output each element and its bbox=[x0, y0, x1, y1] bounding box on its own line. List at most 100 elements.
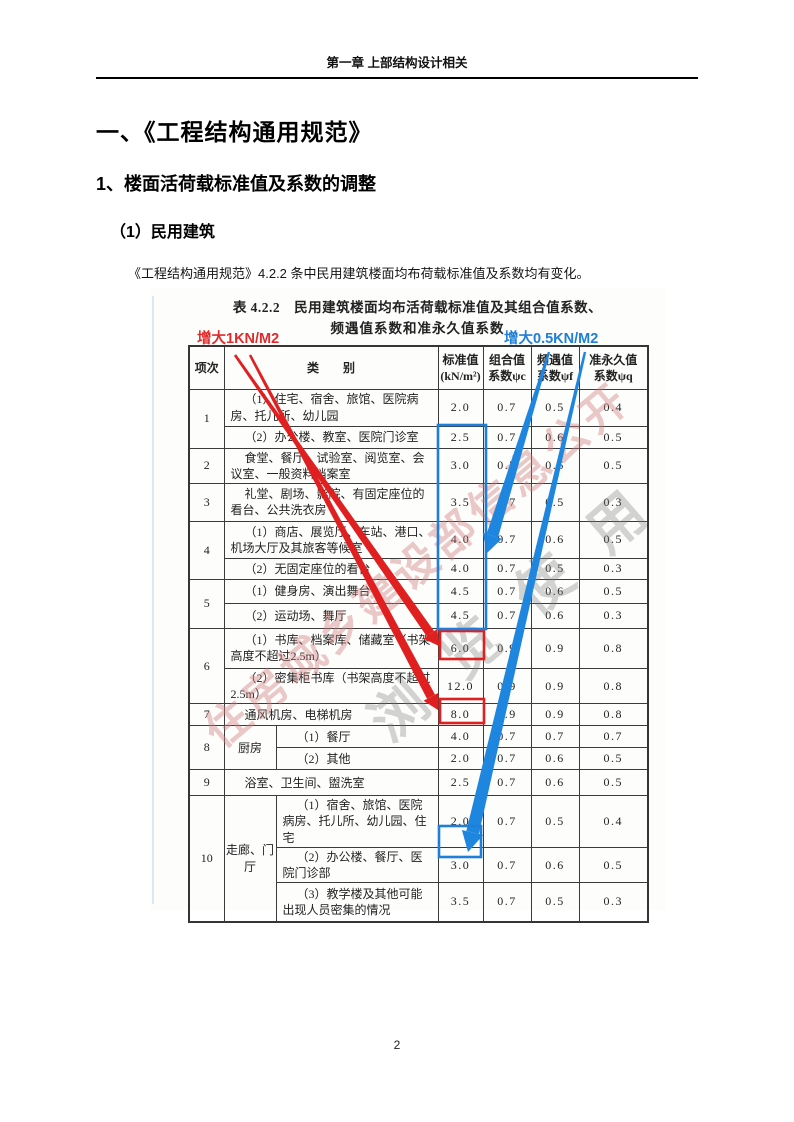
table-cell: 6.0 bbox=[437, 627, 484, 669]
table-row: （2）办公楼、餐厅、医院门诊部 3.0 0.7 0.6 0.5 bbox=[189, 846, 649, 884]
table-cell: 0.6 bbox=[530, 747, 580, 771]
table-title-line2: 频遇值系数和准永久值系数 bbox=[330, 321, 505, 336]
table-cell: 0.7 bbox=[482, 882, 532, 923]
table-cell: 0.9 bbox=[530, 627, 580, 669]
table-row: 10 走廊、门厅 （1）宿舍、旅馆、医院病房、托儿所、幼儿园、住宅 2.0 0.7 0.5… bbox=[188, 795, 649, 923]
table-cell: 0.6 bbox=[530, 602, 580, 629]
table-cell: 0.7 bbox=[482, 557, 532, 580]
table-cell: 4.5 bbox=[437, 578, 484, 604]
table-cell: 0.7 bbox=[482, 388, 532, 427]
table-cell: 12.0 bbox=[437, 667, 484, 705]
table-head: 项次类 别标准值 (kN/m²) 组合值 系数ψc 频遇值 系数ψf 准永久值 系数ψ… bbox=[188, 345, 649, 390]
table-cell: 0.8 bbox=[578, 667, 649, 705]
table-cell: 0.5 bbox=[578, 425, 649, 449]
table-cell: （2）办公楼、教室、医院门诊室 bbox=[223, 425, 439, 449]
table-cell: 6 bbox=[188, 627, 225, 705]
table-cell: 0.7 bbox=[482, 447, 532, 484]
table-cell: （1）餐厅 bbox=[275, 725, 439, 749]
table-cell: （1）住宅、宿舍、旅馆、医院病房、托儿所、幼儿园 bbox=[223, 388, 439, 427]
table-cell: 5 bbox=[188, 578, 225, 629]
column-header: 类 别 bbox=[223, 345, 439, 390]
table-row: 9 浴室、卫生间、盥洗室 2.5 0.7 0.6 0.5 bbox=[188, 769, 649, 797]
live-load-table: 项次类 别标准值 (kN/m²) 组合值 系数ψc 频遇值 系数ψf 准永久值 系数ψ… bbox=[188, 345, 650, 923]
table-cell: 食堂、餐厅、试验室、阅览室、会议室、一般资料档案室 bbox=[223, 447, 439, 484]
table-cell: 0.4 bbox=[578, 388, 649, 427]
table-row: （2）运动场、舞厅 4.5 0.7 0.6 0.3 bbox=[189, 602, 649, 629]
table-cell: 4.0 bbox=[437, 725, 484, 749]
table-cell: 0.9 bbox=[530, 703, 580, 727]
heading-section: 1、楼面活荷载标准值及系数的调整 bbox=[96, 174, 377, 194]
table-cell: 走廊、门厅 bbox=[223, 795, 277, 923]
table-cell: 3.0 bbox=[437, 447, 484, 484]
table-cell: 0.6 bbox=[530, 846, 580, 884]
table-cell: 0.5 bbox=[530, 482, 580, 522]
table-cell: 0.7 bbox=[482, 425, 532, 449]
table-cell: 0.5 bbox=[578, 520, 649, 559]
table-row: 3 礼堂、剧场、影院、有固定座位的看台、公共洗衣房 3.5 0.7 0.5 0.3 bbox=[188, 482, 649, 522]
table-cell: 0.3 bbox=[578, 602, 649, 629]
table-cell: 0.6 bbox=[530, 447, 580, 484]
table-cell: （1）书库、档案库、储藏室（书架高度不超过2.5m） bbox=[223, 627, 439, 669]
table-cell: 2.0 bbox=[437, 388, 484, 427]
table-cell: 0.3 bbox=[578, 882, 649, 923]
table-cell: 2 bbox=[188, 447, 225, 484]
table-cell: （3）教学楼及其他可能出现人员密集的情况 bbox=[275, 882, 439, 923]
table-row: 5 （1）健身房、演出舞台 4.5 0.7 0.6 0.5 bbox=[188, 578, 649, 629]
table-row: （2）密集柜书库（书架高度不超过2.5m） 12.0 0.9 0.9 0.8 bbox=[189, 667, 649, 705]
table-cell: 0.9 bbox=[530, 667, 580, 705]
table-cell: 0.5 bbox=[578, 447, 649, 484]
table-cell: 0.6 bbox=[530, 425, 580, 449]
table-cell: 0.5 bbox=[578, 747, 649, 771]
table-cell: 0.6 bbox=[530, 769, 580, 797]
table-cell: 4.5 bbox=[437, 602, 484, 629]
table-cell: 8 bbox=[188, 725, 225, 771]
table-cell: 0.7 bbox=[482, 747, 532, 771]
red-annotation-label: 增大1KN/M2 bbox=[197, 331, 280, 347]
table-cell: 4 bbox=[188, 520, 225, 580]
heading-chapter: 一、《工程结构通用规范》 bbox=[96, 119, 373, 145]
table-cell: （1）宿舍、旅馆、医院病房、托儿所、幼儿园、住宅 bbox=[275, 795, 439, 848]
table-cell: 0.5 bbox=[530, 557, 580, 580]
column-header: 组合值 系数ψc bbox=[482, 345, 532, 390]
table-cell: 0.6 bbox=[530, 578, 580, 604]
table-cell: 3.5 bbox=[437, 882, 484, 923]
table-cell: 0.5 bbox=[530, 388, 580, 427]
table-cell: 4.0 bbox=[437, 557, 484, 580]
table-cell: （2）无固定座位的看台 bbox=[223, 557, 439, 580]
table-cell: 2.0 bbox=[437, 747, 484, 771]
table-cell: 0.6 bbox=[530, 520, 580, 559]
table-row: （3）教学楼及其他可能出现人员密集的情况 3.5 0.7 0.5 0.3 bbox=[189, 882, 649, 923]
table-cell: （2）其他 bbox=[275, 747, 439, 771]
table-cell: 0.7 bbox=[482, 578, 532, 604]
table-cell: 1 bbox=[188, 388, 225, 449]
table-cell: 礼堂、剧场、影院、有固定座位的看台、公共洗衣房 bbox=[223, 482, 439, 522]
table-cell: 0.5 bbox=[530, 882, 580, 923]
table-cell: 8.0 bbox=[437, 703, 484, 727]
table-cell: 0.7 bbox=[482, 520, 532, 559]
table-cell: 通风机房、电梯机房 bbox=[223, 703, 439, 727]
table-cell: 0.3 bbox=[578, 557, 649, 580]
table-row: （2）办公楼、教室、医院门诊室 2.5 0.7 0.6 0.5 bbox=[189, 425, 649, 449]
table-cell: 2.5 bbox=[437, 425, 484, 449]
table-cell: 0.9 bbox=[482, 703, 532, 727]
table-cell: 0.7 bbox=[482, 482, 532, 522]
table-cell: 4.0 bbox=[437, 520, 484, 559]
column-header: 项次 bbox=[188, 345, 225, 390]
page-header: 第一章 上部结构设计相关 bbox=[326, 56, 468, 70]
table-cell: 0.7 bbox=[482, 602, 532, 629]
table-row: 6 （1）书库、档案库、储藏室（书架高度不超过2.5m） 6.0 0.9 0.9 0.8 bbox=[188, 627, 649, 705]
table-body: 1 （1）住宅、宿舍、旅馆、医院病房、托儿所、幼儿园 2.0 0.7 0.5 0.4 （2）… bbox=[188, 388, 649, 923]
table-row: 1 （1）住宅、宿舍、旅馆、医院病房、托儿所、幼儿园 2.0 0.7 0.5 0.4 bbox=[188, 388, 649, 449]
table-cell: 0.3 bbox=[578, 482, 649, 522]
table-cell: 0.7 bbox=[578, 725, 649, 749]
table-cell: （1）健身房、演出舞台 bbox=[223, 578, 439, 604]
table-cell: 2.5 bbox=[437, 769, 484, 797]
table-cell: （2）办公楼、餐厅、医院门诊部 bbox=[275, 846, 439, 884]
column-header: 频遇值 系数ψf bbox=[530, 345, 580, 390]
heading-subsection: （1）民用建筑 bbox=[110, 224, 215, 241]
blue-annotation-label: 增大0.5KN/M2 bbox=[504, 331, 599, 347]
table-cell: 0.8 bbox=[578, 627, 649, 669]
table-row: 4 （1）商店、展览厅、车站、港口、机场大厅及其旅客等候室 4.0 0.7 0.6 0.5 bbox=[188, 520, 649, 580]
intro-paragraph: 《工程结构通用规范》4.2.2 条中民用建筑楼面均布荷载标准值及系数均有变化。 bbox=[128, 266, 590, 281]
table-cell: 3.5 bbox=[437, 482, 484, 522]
